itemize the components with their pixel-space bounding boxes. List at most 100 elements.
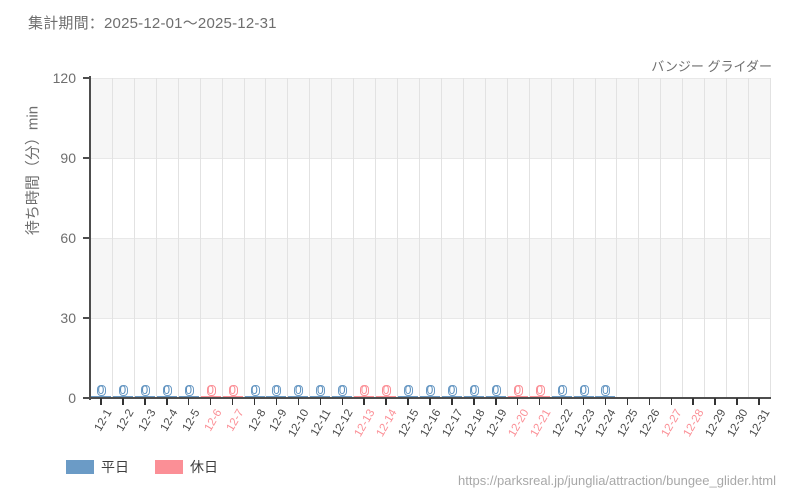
x-tick-mark xyxy=(648,398,651,405)
bar-value-label: 0 xyxy=(185,383,193,397)
x-tick-mark xyxy=(538,398,541,405)
bar[interactable] xyxy=(134,395,155,398)
x-tick-label: 12-24 xyxy=(593,407,619,439)
bar[interactable] xyxy=(178,395,199,398)
vertical-gridline xyxy=(441,78,442,398)
vertical-gridline xyxy=(375,78,376,398)
vertical-gridline xyxy=(595,78,596,398)
bar-stem xyxy=(162,385,172,396)
legend-item-weekday[interactable]: 平日 xyxy=(66,457,129,477)
bar[interactable] xyxy=(485,395,506,398)
bar-value-label: 0 xyxy=(338,383,346,397)
x-tick-mark xyxy=(451,398,453,405)
x-tick-label: 12-20 xyxy=(506,407,532,439)
bar[interactable] xyxy=(463,395,484,398)
bar-stem xyxy=(579,385,589,396)
bar-value-label: 0 xyxy=(382,383,390,397)
bar[interactable] xyxy=(244,395,265,398)
x-tick-label: 12-19 xyxy=(484,407,510,439)
bar-value-label: 0 xyxy=(119,383,127,397)
bar[interactable] xyxy=(420,395,440,398)
x-tick-label: 12-3 xyxy=(136,407,159,434)
bar[interactable] xyxy=(595,395,616,398)
bar-value-label: 0 xyxy=(163,383,171,397)
vertical-gridline xyxy=(726,78,727,398)
bar-value-label: 0 xyxy=(316,383,324,397)
y-axis-label: 待ち時間（分）min xyxy=(24,105,42,236)
bar-value-label: 0 xyxy=(558,383,565,397)
x-tick-label: 12-22 xyxy=(550,407,576,439)
bar-value-label: 0 xyxy=(492,383,500,397)
bar[interactable] xyxy=(156,395,177,398)
x-tick-label: 12-12 xyxy=(330,407,356,439)
bar-stem xyxy=(535,385,545,396)
bar-value-label: 0 xyxy=(404,383,412,397)
bar-stem xyxy=(184,385,194,396)
x-tick-label: 12-26 xyxy=(637,407,663,439)
x-tick-mark xyxy=(297,398,300,405)
x-tick-mark xyxy=(560,398,563,405)
legend-item-holiday[interactable]: 休日 xyxy=(155,457,218,477)
x-tick-label: 12-21 xyxy=(528,407,554,439)
x-tick-label: 12-28 xyxy=(681,407,707,439)
bar-stem xyxy=(338,385,348,396)
bar[interactable] xyxy=(112,395,133,398)
vertical-gridline xyxy=(704,78,705,398)
vertical-gridline xyxy=(419,78,420,398)
bar-value-label: 0 xyxy=(229,383,236,397)
vertical-gridline xyxy=(244,78,245,398)
horizontal-gridline xyxy=(90,158,770,159)
bar[interactable] xyxy=(288,395,309,398)
vertical-gridline xyxy=(134,78,135,398)
bar-value-label: 0 xyxy=(426,383,434,397)
vertical-gridline xyxy=(287,78,288,398)
x-tick-mark xyxy=(582,398,585,405)
bar[interactable] xyxy=(200,395,221,398)
bar[interactable] xyxy=(266,395,287,398)
bar[interactable] xyxy=(376,395,397,398)
x-tick-label: 12-15 xyxy=(396,407,422,439)
x-tick-mark xyxy=(604,398,607,405)
vertical-gridline xyxy=(660,78,661,398)
x-tick-mark xyxy=(187,398,190,405)
x-tick-mark xyxy=(319,398,322,405)
y-tick-mark xyxy=(83,317,90,319)
bar-value-label: 0 xyxy=(295,383,302,397)
plot-band xyxy=(90,238,770,318)
x-tick-label: 12-4 xyxy=(158,407,181,434)
x-tick-mark xyxy=(275,398,278,405)
bar-stem xyxy=(447,385,457,396)
bar[interactable] xyxy=(551,395,572,398)
vertical-gridline xyxy=(112,78,113,398)
bar-stem xyxy=(557,385,567,396)
x-tick-label: 12-10 xyxy=(286,407,312,439)
vertical-gridline xyxy=(309,78,310,398)
bar[interactable] xyxy=(573,395,594,398)
bar-value-label: 0 xyxy=(470,383,478,397)
bar[interactable] xyxy=(332,395,353,398)
y-tick-label: 0 xyxy=(68,390,76,406)
bar[interactable] xyxy=(310,395,331,398)
bar-stem xyxy=(513,385,523,396)
bar[interactable] xyxy=(398,395,419,398)
y-tick-label: 120 xyxy=(52,70,76,86)
vertical-gridline xyxy=(178,78,179,398)
bar-value-label: 0 xyxy=(97,383,105,397)
bar[interactable] xyxy=(529,395,550,398)
bar[interactable] xyxy=(222,395,243,398)
x-tick-mark xyxy=(429,398,431,405)
bar[interactable] xyxy=(90,395,111,398)
vertical-gridline xyxy=(90,78,91,398)
bar-value-label: 0 xyxy=(141,383,149,397)
vertical-gridline xyxy=(353,78,354,398)
bar-stem xyxy=(272,385,282,396)
bar-stem xyxy=(404,385,414,396)
x-tick-label: 12-31 xyxy=(747,407,773,439)
y-tick-label: 30 xyxy=(60,310,76,326)
bar[interactable] xyxy=(507,395,528,398)
vertical-gridline xyxy=(265,78,266,398)
legend-label: 休日 xyxy=(190,459,218,475)
bar[interactable] xyxy=(354,395,375,398)
bar[interactable] xyxy=(441,395,462,398)
